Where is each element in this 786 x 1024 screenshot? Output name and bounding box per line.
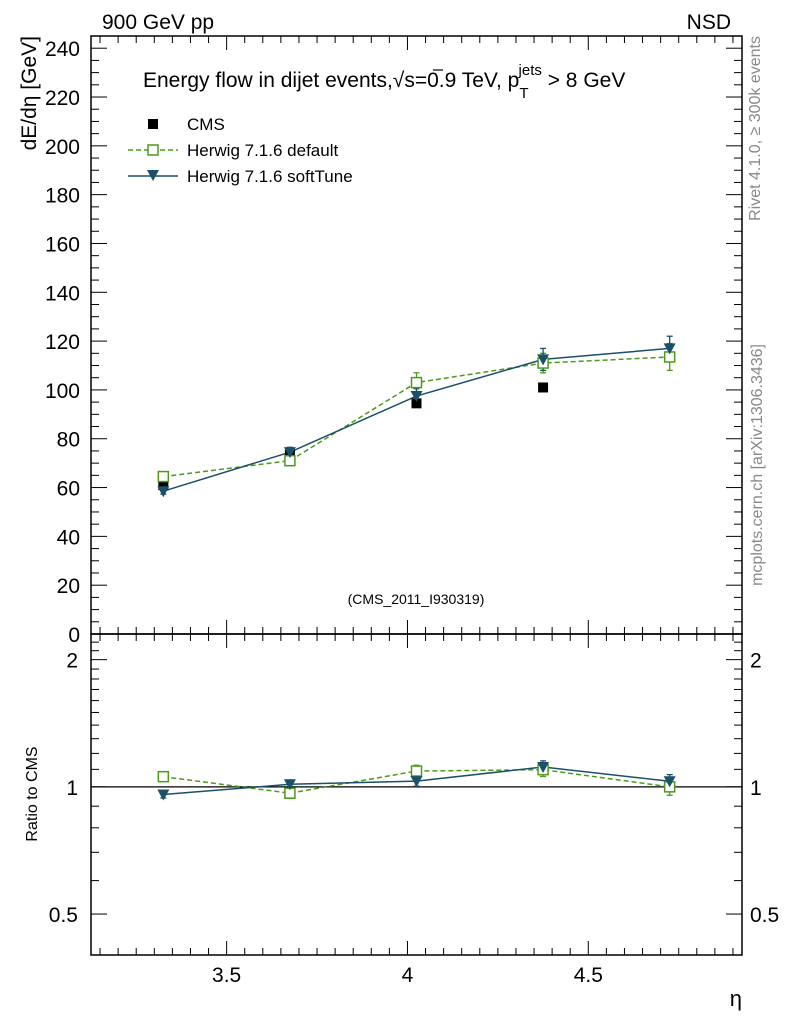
main-y-tick-label: 0 bbox=[68, 624, 80, 647]
main-y-tick-label: 80 bbox=[57, 429, 80, 452]
herwig-softtune-point bbox=[537, 354, 550, 366]
chart-title-superscript: jets bbox=[518, 62, 542, 79]
header-right-label: NSD bbox=[687, 11, 731, 34]
ratio-y-tick-label-left: 2 bbox=[66, 650, 78, 673]
main-y-tick-label: 60 bbox=[57, 478, 80, 501]
x-axis-label: η bbox=[730, 986, 742, 1011]
main-y-tick-label: 40 bbox=[57, 526, 80, 549]
ratio-y-tick-label-left: 0.5 bbox=[49, 904, 78, 927]
main-series-layer bbox=[157, 335, 676, 498]
chart-title-main: Energy flow in dijet events, bbox=[143, 69, 393, 92]
main-y-tick-label: 160 bbox=[45, 233, 80, 256]
herwig-default-point bbox=[410, 376, 423, 389]
main-y-tick-label: 140 bbox=[45, 282, 80, 305]
legend-herwig-softtune-marker bbox=[147, 170, 159, 181]
x-tick-label: 4 bbox=[402, 964, 414, 987]
legend-cms-marker bbox=[148, 119, 158, 129]
mcplots-source-label: mcplots.cern.ch [arXiv:1306.3436] bbox=[749, 344, 766, 586]
herwig-default-point bbox=[157, 470, 170, 483]
main-y-tick-labels: 0 20 40 60 80 100 120 140 160 180 200 220 240 bbox=[45, 38, 80, 647]
main-y-tick-label: 220 bbox=[45, 87, 80, 110]
ratio-y-axis-ticks bbox=[91, 633, 742, 956]
ratio-y-tick-label-left: 1 bbox=[66, 777, 78, 800]
ratio-y-tick-label-right: 2 bbox=[750, 650, 762, 673]
herwig-softtune-line bbox=[163, 347, 670, 492]
chart-title-tail: > 8 GeV bbox=[542, 69, 625, 92]
cms-data-point bbox=[411, 398, 422, 409]
chart-title-subscript: T bbox=[519, 85, 528, 102]
ratio-y-tick-label-right: 1 bbox=[750, 777, 762, 800]
herwig-softtune-point bbox=[157, 486, 170, 498]
legend: CMS Herwig 7.1.6 default Herwig 7.1.6 so… bbox=[128, 115, 353, 186]
cms-data-point bbox=[538, 382, 549, 393]
ratio-herwig-softtune-point bbox=[157, 789, 170, 801]
ratio-y-tick-labels: 0.5 0.5 1 1 2 2 bbox=[49, 650, 779, 927]
ratio-herwig-softtune-point bbox=[537, 762, 550, 774]
ratio-herwig-softtune-point bbox=[410, 776, 423, 788]
ratio-y-axis-label: Ratio to CMS bbox=[24, 746, 41, 841]
main-y-tick-label: 20 bbox=[57, 575, 80, 598]
ratio-herwig-softtune-point bbox=[283, 779, 296, 791]
herwig-softtune-point bbox=[283, 447, 296, 459]
legend-cms-label: CMS bbox=[187, 115, 225, 134]
main-y-axis-label: dE/dη [GeV] bbox=[18, 36, 41, 150]
ratio-plot-frame bbox=[90, 633, 743, 956]
herwig-softtune-point bbox=[663, 343, 676, 355]
legend-herwig-softtune-label: Herwig 7.1.6 softTune bbox=[187, 167, 353, 186]
ratio-herwig-softtune-point bbox=[663, 776, 676, 788]
main-y-tick-label: 240 bbox=[45, 38, 80, 61]
ratio-herwig-default-point bbox=[157, 770, 170, 783]
ratio-series-layer bbox=[157, 760, 676, 801]
chart-title-sqrt: √ bbox=[393, 69, 405, 92]
main-y-tick-label: 120 bbox=[45, 331, 80, 354]
x-tick-label: 4.5 bbox=[574, 964, 603, 987]
main-y-tick-label: 180 bbox=[45, 185, 80, 208]
chart-title-energy: s=0.9 TeV, p bbox=[404, 69, 519, 92]
legend-herwig-default-label: Herwig 7.1.6 default bbox=[187, 141, 338, 160]
main-y-axis-ticks bbox=[91, 35, 742, 635]
main-y-tick-label: 200 bbox=[45, 136, 80, 159]
rivet-version-label: Rivet 4.1.0, ≥ 300k events bbox=[747, 36, 764, 221]
ratio-y-tick-label-right: 0.5 bbox=[750, 904, 779, 927]
analysis-id-label: (CMS_2011_I930319) bbox=[348, 591, 485, 607]
legend-herwig-default-marker bbox=[147, 144, 159, 156]
herwig-softtune-point bbox=[410, 391, 423, 403]
ratio-herwig-default-point bbox=[410, 765, 423, 777]
cms-data-point bbox=[158, 480, 169, 491]
x-tick-labels: 3.5 4 4.5 bbox=[212, 964, 603, 987]
main-y-tick-label: 100 bbox=[45, 380, 80, 403]
x-tick-label: 3.5 bbox=[212, 964, 241, 987]
header-left-label: 900 GeV pp bbox=[102, 11, 214, 34]
x-axis-ticks bbox=[99, 36, 734, 955]
chart-title: Energy flow in dijet events,√s=0.9 TeV, … bbox=[143, 62, 625, 102]
